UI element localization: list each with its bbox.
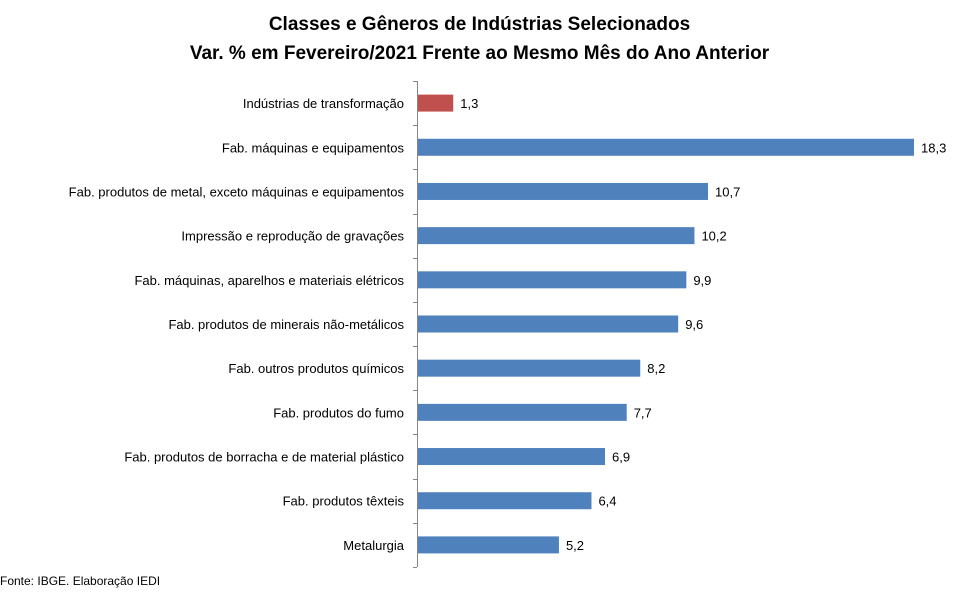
- category-label: Fab. produtos de minerais não-metálicos: [168, 317, 404, 332]
- bar: [418, 138, 914, 156]
- data-label: 9,6: [685, 317, 703, 332]
- bar: [418, 448, 606, 466]
- category-label: Indústrias de transformação: [243, 96, 404, 111]
- source-note: Fonte: IBGE. Elaboração IEDI: [0, 574, 161, 588]
- bar: [418, 315, 679, 333]
- bar: [418, 403, 627, 421]
- data-label: 6,4: [598, 494, 616, 509]
- bar: [418, 359, 641, 377]
- bar: [418, 492, 592, 510]
- data-label: 18,3: [921, 140, 946, 155]
- category-label: Impressão e reprodução de gravações: [181, 229, 404, 244]
- category-label: Fab. máquinas, aparelhos e materiais elé…: [134, 273, 404, 288]
- data-label: 5,2: [566, 538, 584, 553]
- bar: [418, 94, 454, 112]
- bar: [418, 536, 559, 554]
- chart-title: Classes e Gêneros de Indústrias Selecion…: [268, 14, 691, 35]
- category-label: Fab. outros produtos químicos: [228, 361, 404, 376]
- data-label: 6,9: [612, 450, 630, 465]
- bar: [418, 227, 695, 245]
- chart-subtitle: Var. % em Fevereiro/2021 Frente ao Mesmo…: [189, 43, 770, 64]
- data-label: 8,2: [647, 361, 665, 376]
- data-label: 1,3: [460, 96, 478, 111]
- data-label: 10,7: [715, 184, 740, 199]
- data-label: 7,7: [634, 405, 652, 420]
- category-label: Fab. máquinas e equipamentos: [222, 140, 405, 155]
- category-label: Metalurgia: [343, 538, 404, 553]
- bar: [418, 182, 709, 200]
- category-label: Fab. produtos têxteis: [283, 494, 405, 509]
- data-label: 9,9: [693, 273, 711, 288]
- category-label: Fab. produtos de borracha e de material …: [124, 450, 404, 465]
- data-label: 10,2: [701, 229, 726, 244]
- chart-title-block: Classes e Gêneros de Indústrias Selecion…: [0, 10, 959, 68]
- category-label: Fab. produtos de metal, exceto máquinas …: [69, 184, 405, 199]
- category-label: Fab. produtos do fumo: [273, 405, 404, 420]
- bar: [418, 271, 687, 289]
